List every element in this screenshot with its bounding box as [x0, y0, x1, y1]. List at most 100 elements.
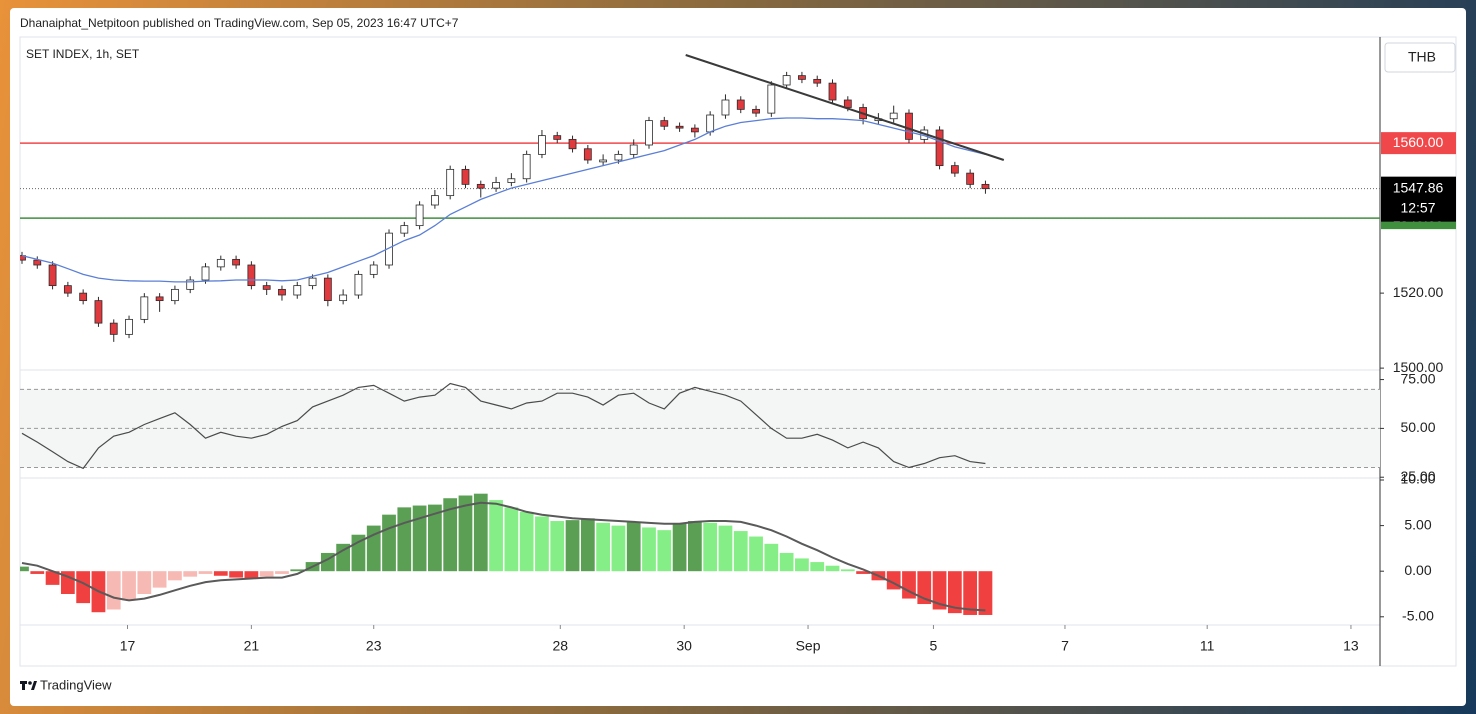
histogram-bar: [198, 571, 213, 574]
x-tick-label: 11: [1200, 638, 1215, 654]
y-tick-label: 0.00: [1404, 562, 1431, 578]
histogram-bar: [978, 571, 993, 615]
candle-body: [752, 108, 760, 114]
candle-body: [125, 318, 133, 335]
signal-line: [21, 501, 986, 612]
currency-box[interactable]: [1384, 42, 1456, 73]
y-tick-label: 75.00: [1400, 370, 1435, 386]
histogram-bar: [489, 500, 503, 572]
brand-logo: [20, 681, 37, 690]
candle-body: [293, 285, 302, 296]
histogram-bar: [733, 531, 748, 572]
y-tick-label: 25.00: [1400, 468, 1435, 484]
histogram-bar: [764, 543, 779, 572]
price-tag-label: 1560.00: [1393, 134, 1444, 150]
trendline: [685, 54, 1005, 161]
histogram-bar: [76, 571, 91, 604]
candle-body: [492, 182, 500, 189]
histogram-bar: [183, 571, 198, 577]
histogram-bar: [840, 569, 855, 572]
histogram-bar: [106, 571, 121, 610]
candle-body: [155, 296, 164, 302]
histogram-bar: [795, 558, 809, 572]
candle-body: [216, 258, 225, 268]
candle-body: [446, 168, 455, 197]
candle-body: [660, 120, 669, 127]
candle-body: [568, 138, 577, 150]
histogram-bar: [397, 507, 412, 572]
candle-body: [905, 112, 913, 140]
price-pane: [20, 54, 1380, 342]
histogram-bar: [519, 511, 534, 572]
candle-body: [950, 165, 959, 174]
histogram-bar: [902, 571, 916, 599]
y-tick-label: 10.00: [1400, 471, 1435, 487]
candle-body: [33, 259, 42, 266]
y-tick-label: 50.00: [1400, 419, 1435, 435]
x-tick-label: 21: [244, 638, 260, 654]
candle-body: [935, 129, 944, 167]
histogram-bar: [20, 566, 29, 572]
chart-title: SET INDEX, 1h, SET: [26, 47, 140, 61]
candle-body: [690, 127, 699, 133]
last-price-tag: [1381, 176, 1456, 222]
histogram-bar: [275, 571, 289, 574]
x-tick-label: 23: [366, 638, 382, 654]
currency: THB: [1408, 49, 1436, 65]
histogram-bar: [137, 571, 152, 594]
y-tick-label: 1520.00: [1393, 284, 1444, 300]
candle-body: [430, 195, 439, 206]
candle-body: [721, 99, 730, 116]
candle-body: [48, 264, 57, 287]
histogram-bar: [749, 536, 763, 572]
histogram-bar: [611, 525, 626, 572]
candle-body: [232, 258, 240, 266]
histogram-bar: [60, 571, 75, 594]
attribution: Dhanaiphat_Netpitoon published on Tradin…: [20, 16, 459, 30]
candle-body: [889, 112, 898, 120]
candle-body: [262, 285, 271, 290]
histogram-bar: [580, 518, 595, 572]
candle-body: [553, 135, 562, 140]
candle-body: [828, 82, 837, 101]
candle-body: [798, 75, 806, 80]
countdown: 12:57: [1400, 199, 1435, 215]
candle-body: [476, 183, 485, 189]
candle-body: [813, 78, 822, 84]
candle-body: [385, 232, 393, 266]
candle-body: [171, 288, 179, 302]
frame: [19, 36, 1457, 667]
x-tick-label: 17: [120, 638, 136, 654]
histogram-bar: [672, 523, 687, 572]
histogram-bar: [259, 571, 274, 577]
candle-body: [415, 204, 424, 227]
candle-body: [507, 178, 516, 183]
card: [10, 8, 1466, 706]
histogram-bar: [168, 571, 182, 581]
y-tick-label: 1500.00: [1393, 359, 1444, 375]
histogram-bar: [687, 521, 702, 572]
histogram-bar: [932, 571, 947, 610]
candle-body: [201, 266, 210, 281]
histogram-bar: [917, 571, 932, 605]
candle-body: [736, 99, 745, 110]
candle-body: [20, 255, 26, 261]
histogram-bar: [473, 493, 488, 572]
histogram-bar: [45, 571, 60, 585]
x-tick-label: 28: [553, 638, 569, 654]
x-tick-label: 5: [930, 638, 938, 654]
candle-body: [79, 292, 88, 302]
candle-body: [339, 294, 348, 302]
histogram-bar: [122, 571, 136, 601]
moving-average: [21, 117, 986, 283]
candle-body: [843, 99, 852, 108]
y-tick-label: -5.00: [1402, 607, 1434, 623]
candle-body: [981, 183, 990, 190]
last-price-label: 1547.86: [1393, 179, 1444, 195]
histogram-bar: [718, 525, 733, 572]
histogram-bar: [963, 571, 978, 615]
histogram-bar: [703, 522, 718, 572]
candle-body: [966, 172, 975, 185]
histogram-bar: [565, 520, 580, 572]
